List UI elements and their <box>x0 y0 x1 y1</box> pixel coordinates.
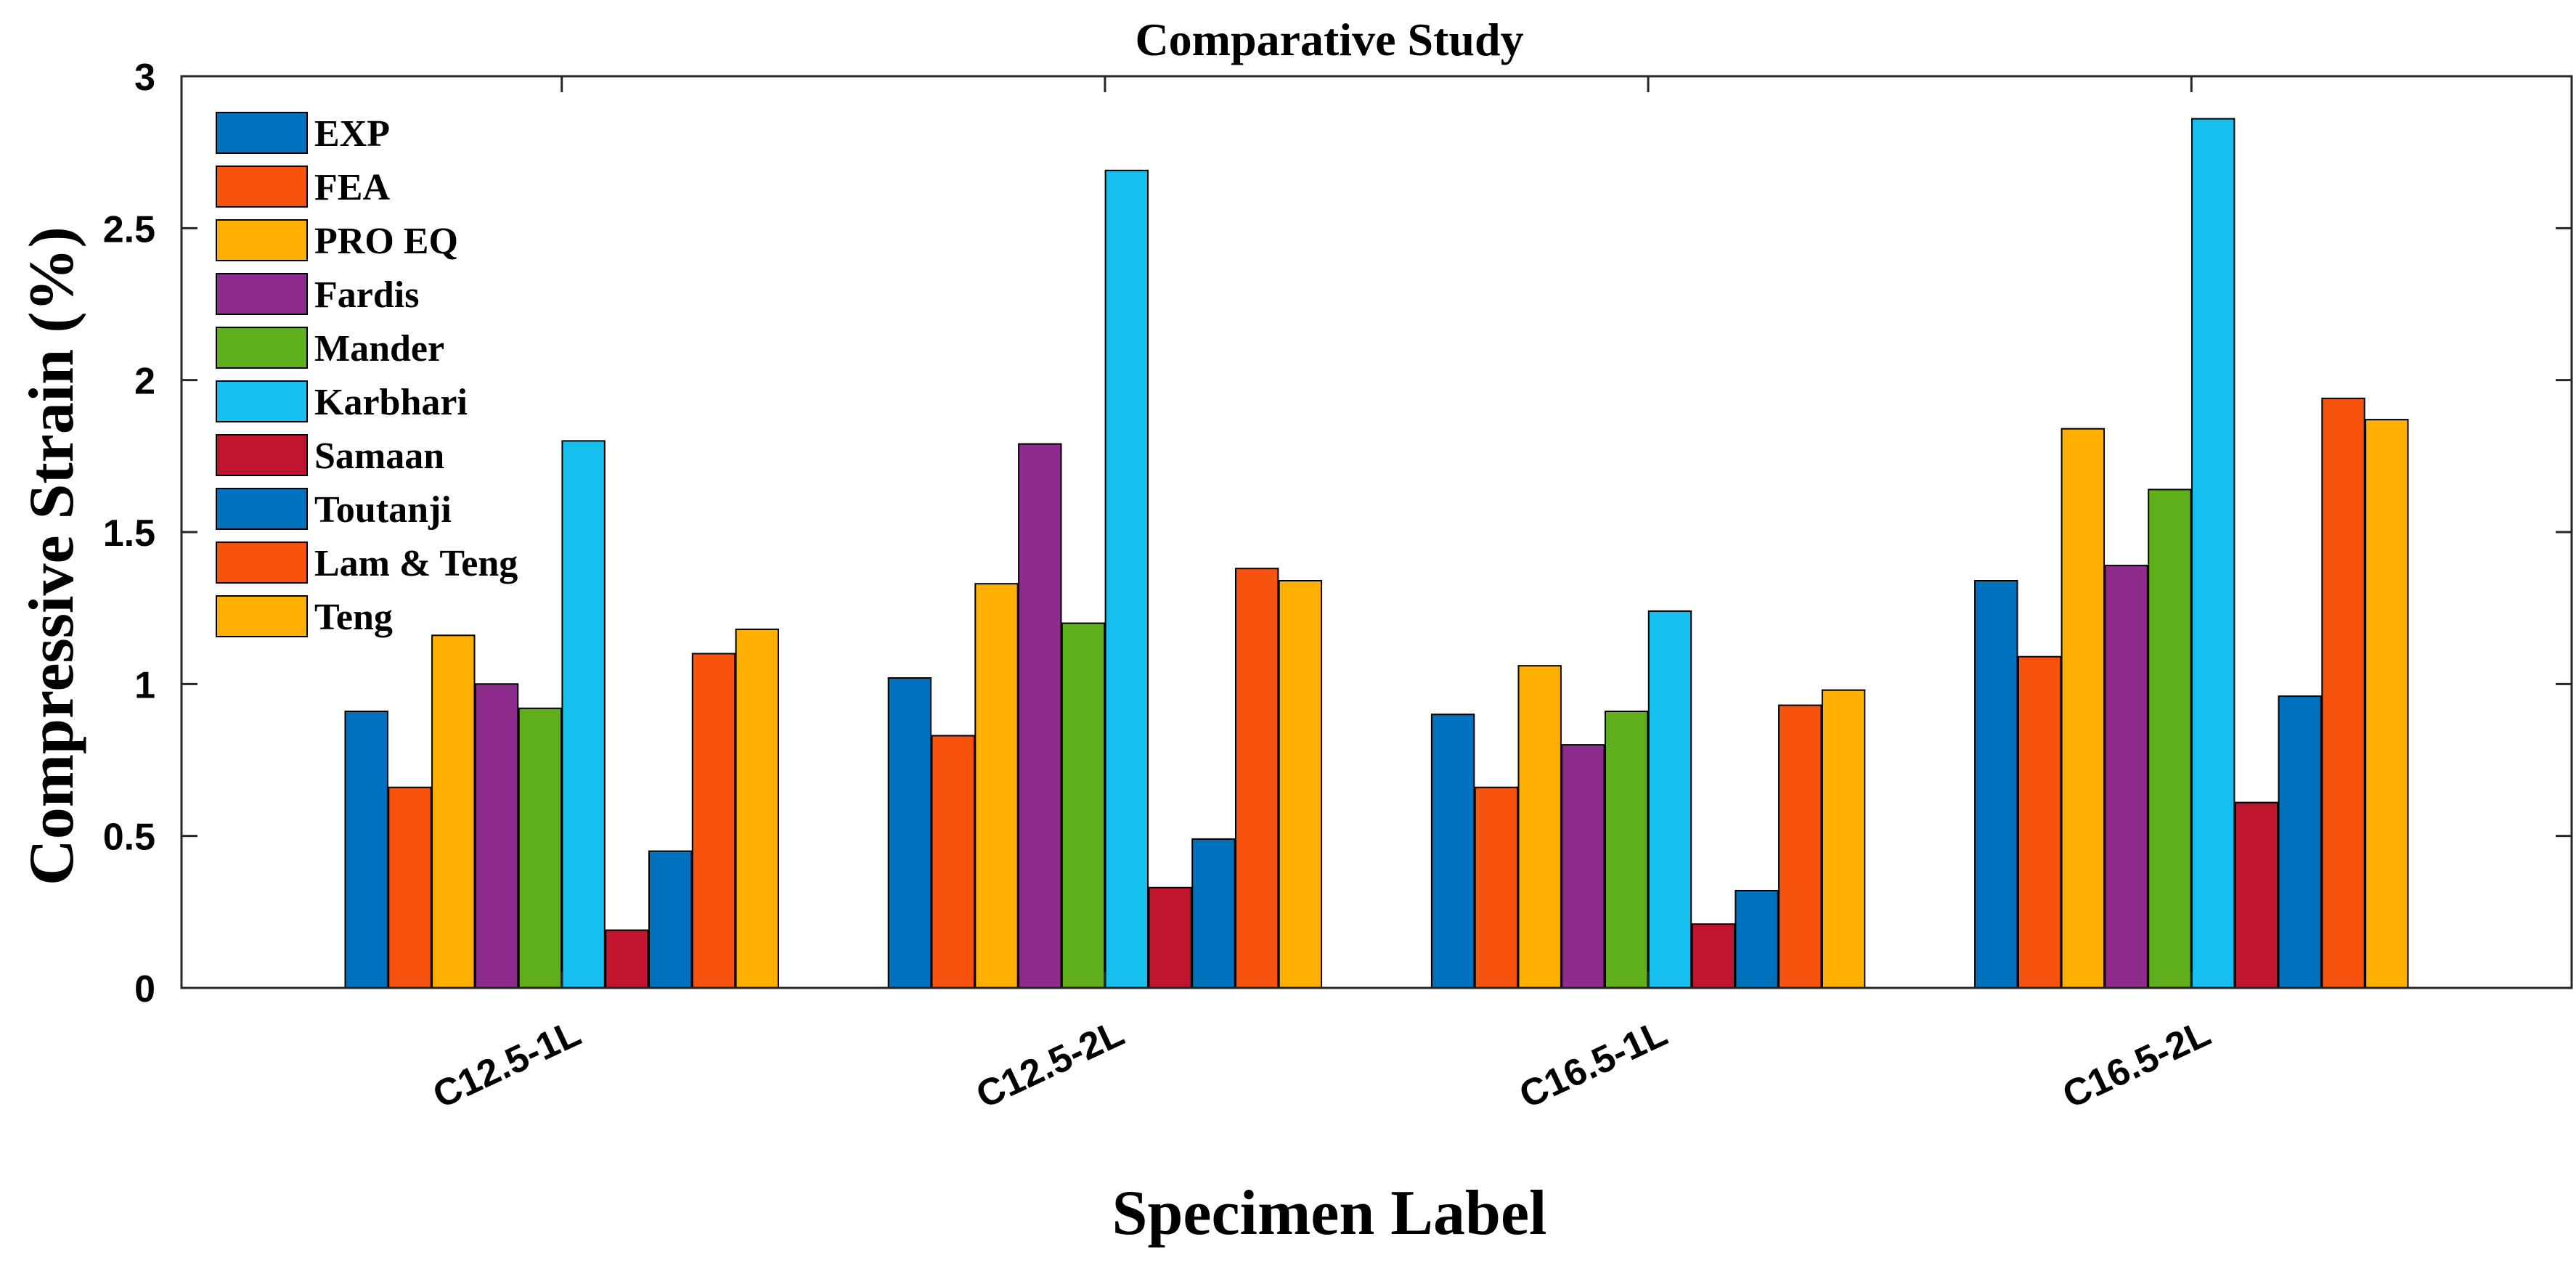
bar <box>344 711 388 989</box>
legend-label: Samaan <box>314 436 444 477</box>
y-tick-label: 2.5 <box>103 208 155 250</box>
bar <box>1061 622 1106 989</box>
bar <box>2278 695 2322 989</box>
bar <box>1605 711 1649 989</box>
bar <box>1191 838 1236 989</box>
bar <box>1974 580 2018 989</box>
legend-label: FEA <box>314 167 390 208</box>
bar <box>735 629 779 989</box>
legend-swatch <box>216 219 308 261</box>
bar <box>2365 419 2409 989</box>
bar <box>2017 655 2062 989</box>
bar <box>691 653 736 989</box>
legend-label: Lam & Teng <box>314 543 518 584</box>
x-tick-label: C12.5-2L <box>970 1012 1130 1116</box>
legend-label: PRO EQ <box>314 221 458 262</box>
bar <box>1148 886 1192 989</box>
x-axis-label: Specimen Label <box>1112 1178 1547 1248</box>
bar <box>431 634 476 989</box>
bar <box>474 683 519 989</box>
x-tick-label: C16.5-2L <box>2056 1012 2217 1116</box>
bar <box>1517 665 1562 989</box>
legend-label: EXP <box>314 113 390 155</box>
y-tick-label: 2 <box>134 361 155 403</box>
chart-title: Comparative Study <box>1135 14 1523 65</box>
bar <box>1235 568 1279 989</box>
bar <box>887 677 932 989</box>
bar <box>1778 704 1822 989</box>
x-tick-label: C16.5-1L <box>1513 1012 1674 1116</box>
bar <box>1561 744 1605 989</box>
legend-swatch <box>216 273 308 315</box>
bar <box>388 786 432 989</box>
bar <box>648 850 693 989</box>
legend-label: Karbhari <box>314 382 468 423</box>
bar <box>2061 428 2106 989</box>
y-tick-label: 0 <box>134 968 155 1010</box>
legend-label: Teng <box>314 597 393 638</box>
legend-swatch <box>216 112 308 154</box>
bar <box>1691 923 1736 989</box>
bar <box>1430 714 1475 989</box>
legend-label: Toutanji <box>314 489 452 531</box>
legend-swatch <box>216 541 308 584</box>
bar-group <box>344 118 2409 989</box>
legend: EXP FEA PRO EQ Fardis Mander Karbhari Samaan To… <box>216 112 518 638</box>
bar <box>1104 169 1149 989</box>
legend-swatch <box>216 165 308 208</box>
bar <box>518 707 563 989</box>
bar <box>1735 890 1779 989</box>
bar <box>2148 489 2192 989</box>
legend-swatch <box>216 595 308 637</box>
x-tick-label: C12.5-1L <box>427 1012 587 1116</box>
y-axis: 0 0.5 1 1.5 2 2.5 3 <box>103 57 2572 1010</box>
legend-label: Fardis <box>314 274 419 316</box>
bar <box>931 735 975 989</box>
bar <box>1278 580 1323 989</box>
bar <box>1647 610 1692 989</box>
bar <box>2321 397 2365 989</box>
y-tick-label: 1 <box>134 664 155 706</box>
y-tick-label: 1.5 <box>103 512 155 555</box>
y-axis-label: Compressive Strain (%) <box>17 226 87 886</box>
legend-swatch <box>216 327 308 369</box>
bar <box>605 929 649 989</box>
y-tick-label: 3 <box>134 57 155 99</box>
bar <box>1474 786 1519 989</box>
legend-swatch <box>216 434 308 476</box>
bar <box>561 440 606 989</box>
bar <box>2191 118 2235 989</box>
legend-label: Mander <box>314 328 444 369</box>
bar <box>1018 443 1062 989</box>
legend-swatch <box>216 380 308 422</box>
bar <box>1821 689 1866 989</box>
y-tick-label: 0.5 <box>103 817 155 859</box>
bar <box>974 583 1019 989</box>
bar <box>2104 565 2148 989</box>
bar <box>2234 801 2279 989</box>
legend-swatch <box>216 488 308 530</box>
